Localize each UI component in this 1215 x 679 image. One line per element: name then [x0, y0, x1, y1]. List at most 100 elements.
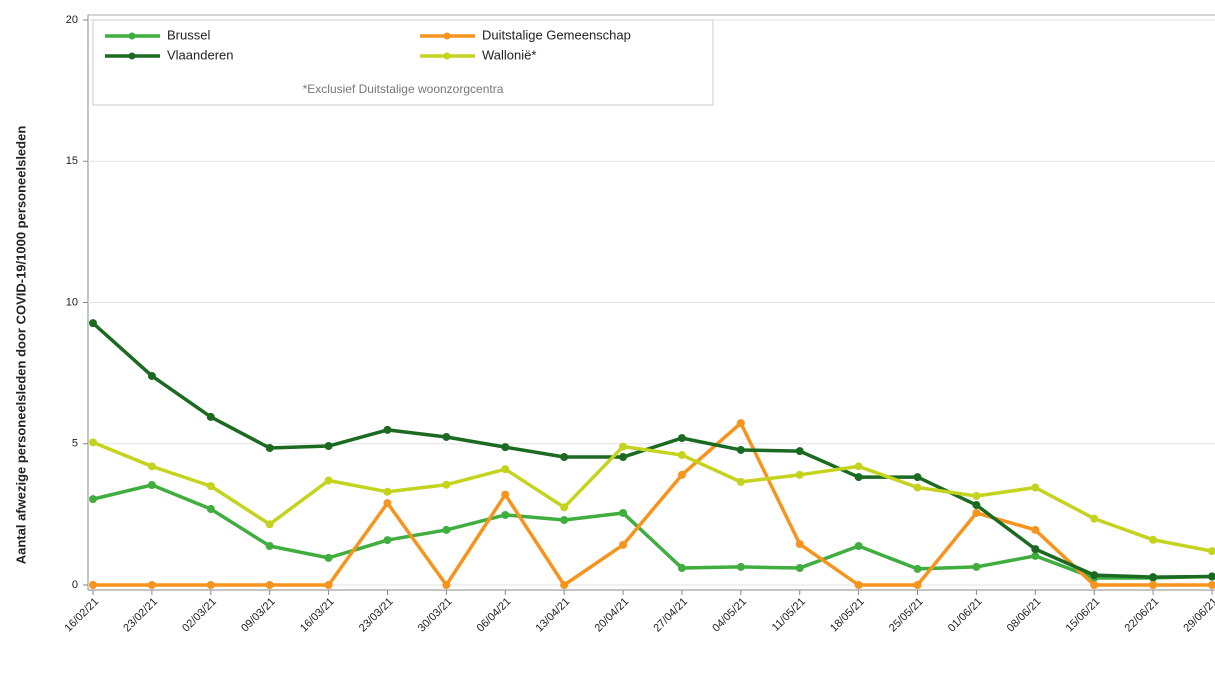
x-tick-label: 22/06/21	[1123, 596, 1162, 635]
x-tick-label: 30/03/21	[416, 596, 455, 635]
data-point	[560, 453, 569, 462]
data-point	[1208, 581, 1215, 589]
data-point	[206, 581, 215, 589]
x-tick-label: 23/03/21	[357, 596, 396, 635]
data-point	[1031, 545, 1040, 554]
legend-swatch-dot	[443, 52, 451, 60]
legend-swatch-dot	[128, 52, 136, 60]
data-point	[913, 483, 922, 492]
data-point	[795, 470, 804, 479]
data-point	[913, 473, 922, 482]
data-point	[913, 564, 922, 573]
data-point	[1031, 551, 1040, 560]
data-point	[501, 443, 510, 452]
x-tick-label: 15/06/21	[1064, 596, 1103, 635]
x-tick-label: 11/05/21	[770, 596, 808, 634]
data-point	[795, 564, 804, 573]
data-point	[442, 480, 451, 489]
y-axis-label: Aantal afwezige personeelsleden door COV…	[13, 126, 28, 565]
data-point	[265, 581, 274, 589]
legend	[92, 19, 714, 106]
legend-label: Duitstalige Gemeenschap	[482, 27, 631, 42]
data-point	[89, 319, 97, 328]
data-point	[324, 442, 333, 451]
data-point	[442, 525, 451, 534]
data-point	[619, 453, 628, 462]
data-point	[854, 581, 863, 589]
data-point	[383, 487, 392, 496]
data-point	[913, 581, 922, 589]
data-point	[265, 443, 274, 452]
data-point	[147, 462, 156, 471]
data-point	[854, 473, 863, 482]
x-tick-label: 01/06/21	[946, 596, 985, 635]
data-point	[265, 520, 274, 529]
x-tick-label: 04/05/21	[710, 596, 749, 635]
x-tick-label: 02/03/21	[180, 596, 219, 635]
data-point	[501, 510, 510, 519]
data-point	[324, 553, 333, 562]
data-point	[89, 495, 97, 504]
data-point	[795, 447, 804, 456]
data-point	[677, 564, 686, 573]
data-point	[206, 412, 215, 421]
data-point	[1090, 581, 1099, 589]
data-point	[677, 451, 686, 460]
data-point	[1031, 525, 1040, 534]
legend-label: Wallonië*	[482, 47, 536, 62]
data-point	[972, 562, 981, 571]
data-point	[560, 516, 569, 525]
x-tick-label: 20/04/21	[592, 596, 631, 635]
y-tick-label: 15	[66, 155, 78, 167]
data-point	[442, 432, 451, 441]
series-line	[91, 321, 1213, 579]
x-tick-label: 23/02/21	[121, 596, 160, 635]
data-point	[383, 425, 392, 434]
y-tick-label: 20	[66, 14, 78, 26]
data-point	[972, 508, 981, 517]
data-point	[206, 482, 215, 491]
data-point	[736, 477, 745, 486]
data-point	[1090, 571, 1099, 580]
data-point	[206, 505, 215, 514]
data-point	[619, 508, 628, 517]
x-tick-label: 27/04/21	[651, 596, 690, 635]
data-point	[972, 492, 981, 501]
data-point	[736, 445, 745, 454]
data-point	[677, 434, 686, 443]
data-point	[560, 503, 569, 512]
data-point	[442, 581, 451, 589]
data-point	[89, 438, 97, 447]
legend-label: Vlaanderen	[167, 47, 234, 62]
data-point	[501, 465, 510, 474]
y-tick-label: 0	[72, 579, 78, 591]
data-point	[1090, 514, 1099, 523]
data-point	[147, 371, 156, 380]
data-point	[501, 490, 510, 499]
data-point	[854, 542, 863, 551]
data-point	[795, 540, 804, 549]
x-tick-label: 29/06/21	[1181, 596, 1215, 635]
data-point	[324, 581, 333, 589]
legend-swatch-dot	[443, 32, 451, 40]
y-tick-label: 10	[66, 296, 78, 308]
y-tick-label: 5	[72, 438, 78, 450]
data-point	[619, 540, 628, 549]
x-tick-label: 18/05/21	[828, 596, 867, 635]
series-line	[92, 440, 1213, 553]
data-point	[147, 480, 156, 489]
data-point	[1149, 581, 1158, 589]
data-point	[1208, 572, 1215, 581]
data-point	[89, 581, 97, 589]
data-point	[736, 419, 745, 428]
legend-label: Brussel	[167, 27, 210, 42]
data-point	[1149, 573, 1158, 582]
data-point	[324, 476, 333, 485]
x-tick-label: 08/06/21	[1005, 596, 1044, 635]
x-tick-label: 09/03/21	[239, 596, 278, 635]
data-point	[147, 581, 156, 589]
x-tick-label: 16/03/21	[298, 596, 337, 635]
legend-swatch-dot	[128, 32, 136, 40]
data-point	[265, 542, 274, 551]
